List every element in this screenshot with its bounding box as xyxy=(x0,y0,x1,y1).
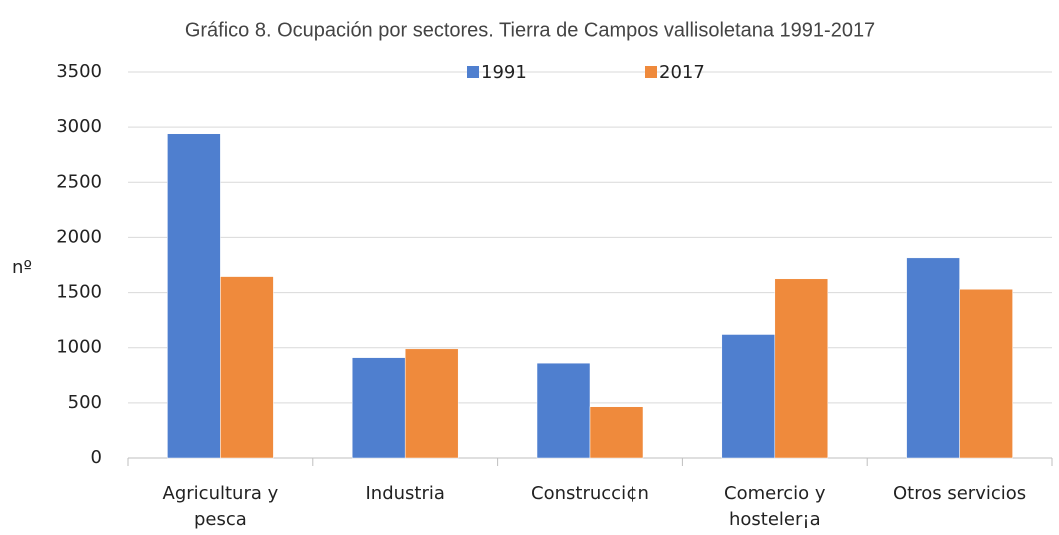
y-tick-label: 2000 xyxy=(56,226,102,247)
legend-label: 1991 xyxy=(481,62,527,83)
y-tick-label: 1500 xyxy=(56,282,102,303)
y-tick-label: 2500 xyxy=(56,171,102,192)
y-tick-label: 1000 xyxy=(56,337,102,358)
bar xyxy=(536,362,591,459)
y-tick-label: 0 xyxy=(91,447,102,468)
legend-label: 2017 xyxy=(659,62,705,83)
x-tick-label: Construcci¢n xyxy=(531,483,649,504)
chart-title: Gráfico 8. Ocupación por sectores. Tierr… xyxy=(185,19,875,41)
bar xyxy=(774,278,829,459)
y-tick-label: 3000 xyxy=(56,116,102,137)
bar xyxy=(351,357,406,459)
bar xyxy=(721,334,776,459)
x-tick-label: Otros servicios xyxy=(893,483,1026,504)
bar xyxy=(167,133,221,459)
y-tick-label: 500 xyxy=(68,392,102,413)
bar xyxy=(220,276,274,459)
bar xyxy=(906,257,960,459)
legend-swatch xyxy=(467,66,479,78)
legend-swatch xyxy=(645,66,657,78)
x-tick-label: Agricultura y pesca xyxy=(163,483,279,530)
bar xyxy=(589,406,644,459)
bar xyxy=(959,289,1013,459)
x-tick-label: Comercio y hosteler¡a xyxy=(724,483,826,530)
x-tick-label: Industria xyxy=(365,483,444,504)
bar xyxy=(404,348,459,459)
y-axis-label: nº xyxy=(12,257,32,278)
y-tick-label: 3500 xyxy=(56,61,102,82)
